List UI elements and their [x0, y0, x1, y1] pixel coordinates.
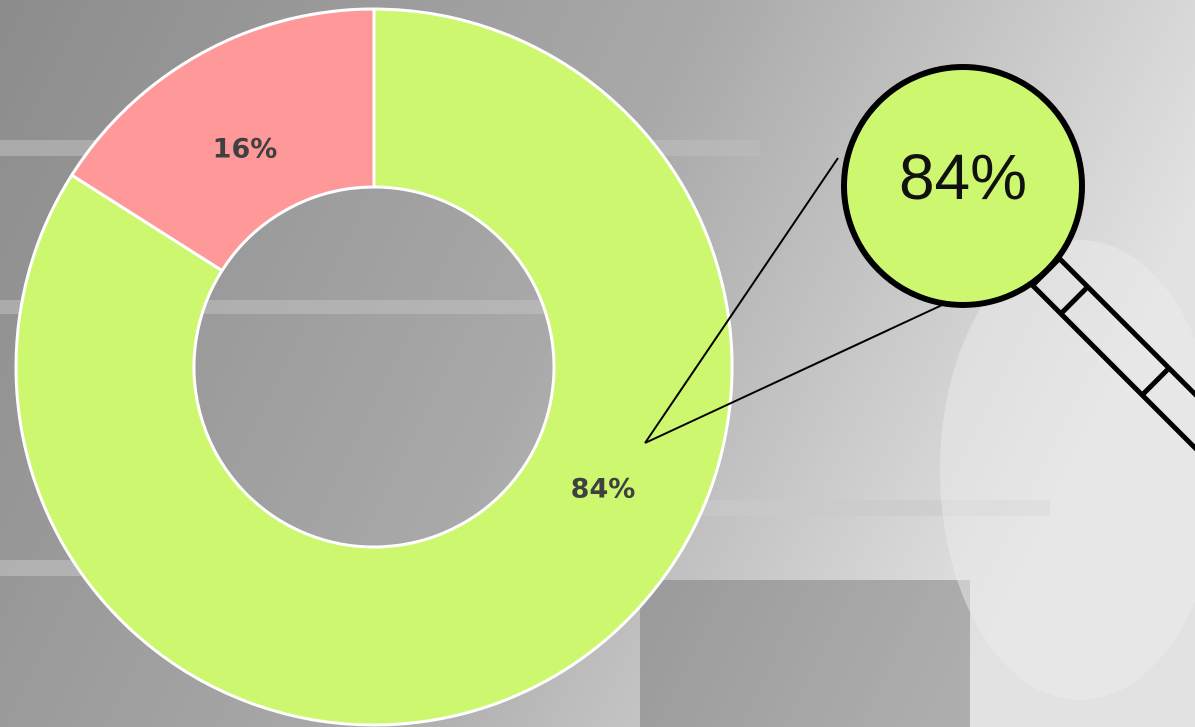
callout-line	[644, 292, 969, 444]
donut-slice	[14, 7, 734, 727]
callout: 84%	[644, 64, 1195, 459]
callout-label: 84%	[899, 141, 1027, 213]
magnifier-lens	[841, 64, 1085, 308]
slice-label: 84%	[571, 474, 636, 505]
slice-label: 16%	[213, 134, 278, 165]
donut-slice	[69, 7, 376, 273]
callout-line	[644, 157, 839, 444]
donut: 84% 16%	[14, 7, 734, 727]
